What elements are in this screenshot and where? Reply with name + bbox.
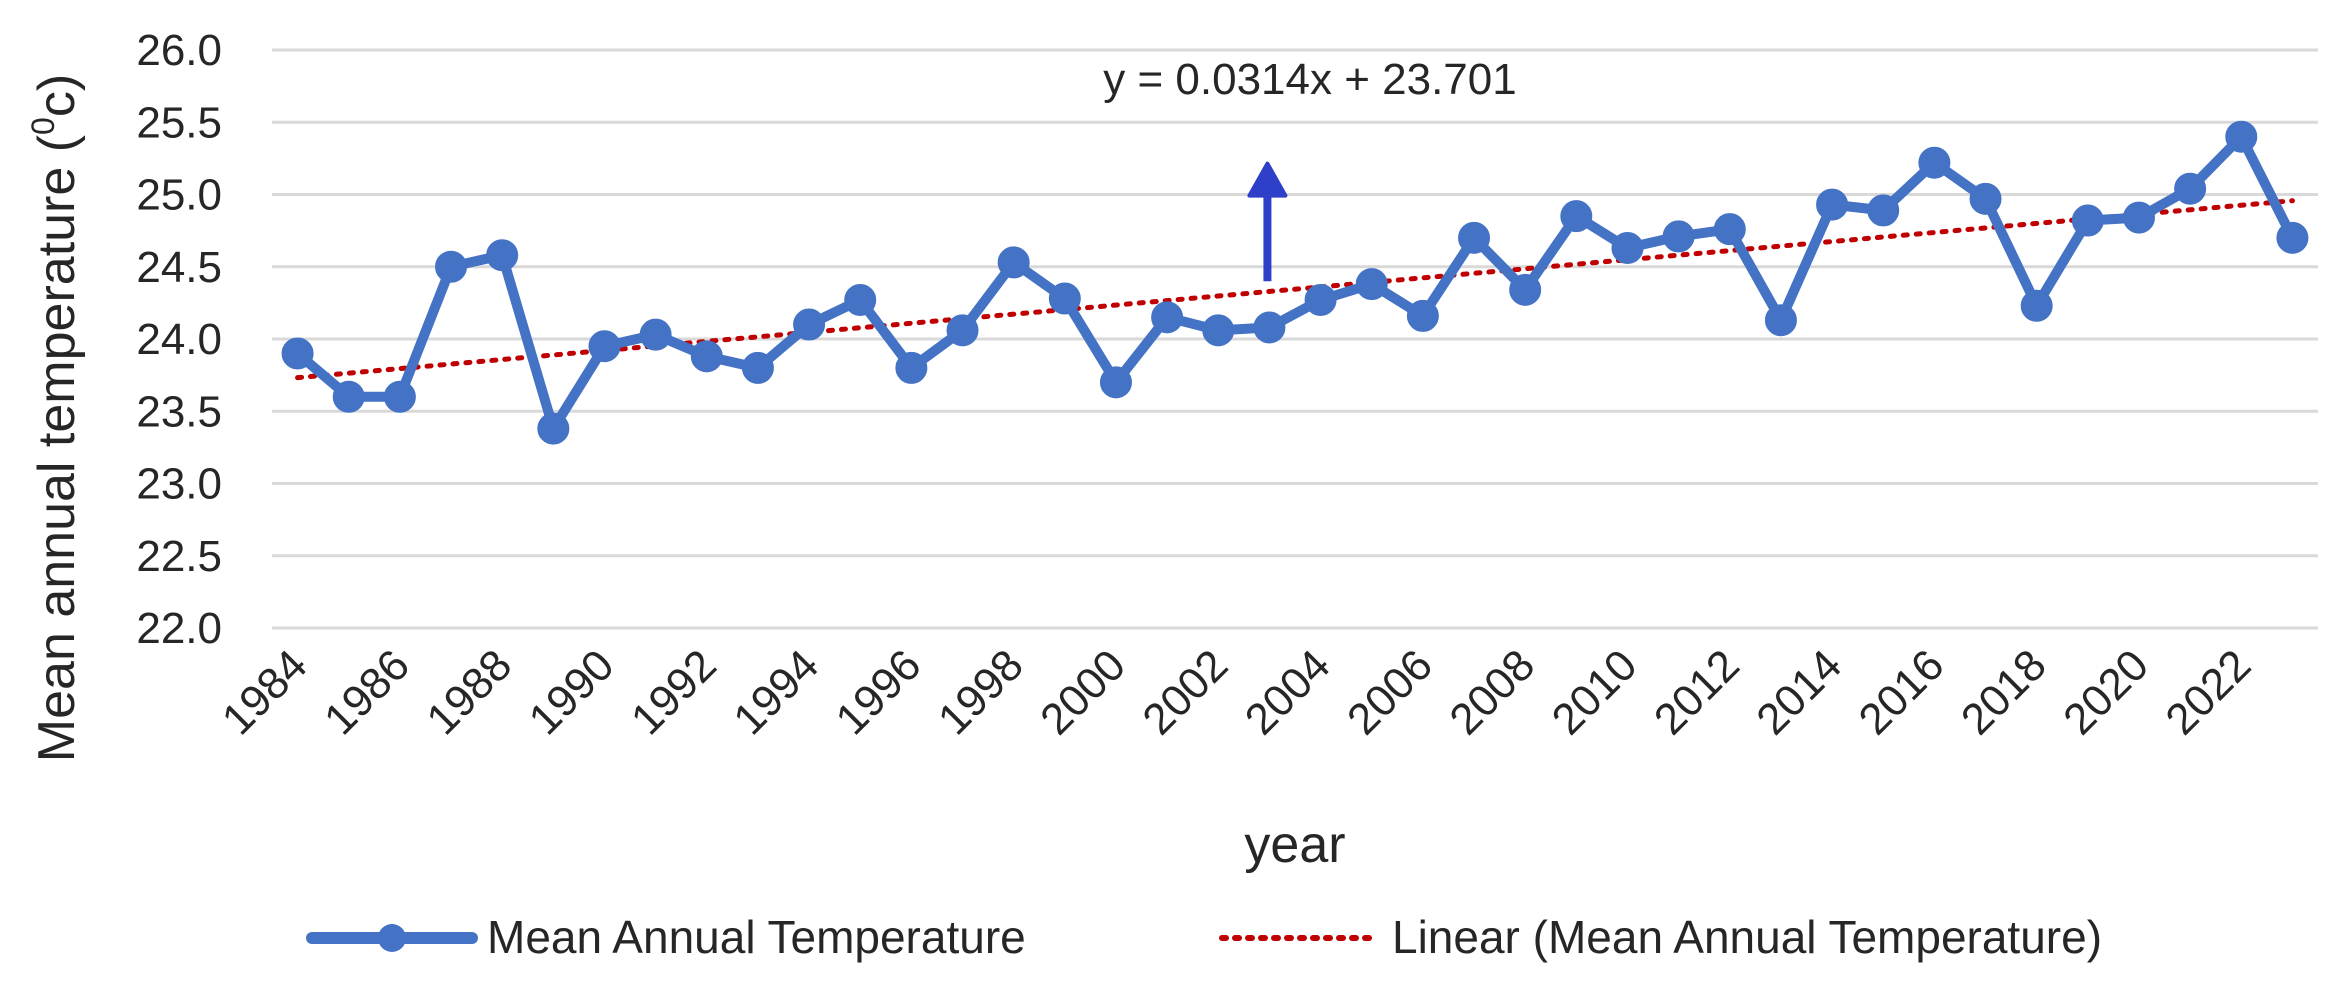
x-tick-label-6: 1996 [827, 640, 931, 744]
data-point-2008 [1509, 273, 1542, 306]
data-point-1997 [946, 314, 979, 347]
trendline-equation: y = 0.0314x + 23.701 [1103, 55, 1516, 104]
y-tick-label-8: 26.0 [136, 26, 222, 75]
x-tick-label-19: 2022 [2156, 640, 2260, 744]
data-point-1993 [741, 351, 774, 384]
annotation-layer: y = 0.0314x + 23.701 [1103, 55, 1517, 282]
trendline-layer [295, 198, 2295, 381]
data-point-2015 [1867, 194, 1900, 227]
y-tick-label-4: 24.0 [136, 315, 222, 364]
data-point-2009 [1560, 200, 1593, 233]
data-point-2004 [1304, 283, 1337, 316]
legend-item-series[interactable]: Mean Annual Temperature [306, 911, 1026, 963]
data-point-2017 [1969, 182, 2002, 215]
legend-series-label: Mean Annual Temperature [487, 911, 1026, 963]
data-point-2003 [1253, 311, 1286, 344]
data-point-2016 [1918, 146, 1951, 179]
data-point-2014 [1816, 188, 1849, 221]
data-point-1988 [486, 239, 519, 272]
data-point-2018 [2020, 289, 2053, 322]
legend-trendline-label: Linear (Mean Annual Temperature) [1392, 911, 2102, 963]
data-point-2020 [2122, 201, 2155, 234]
x-tick-label-18: 2020 [2054, 640, 2158, 744]
data-point-2010 [1611, 231, 1644, 264]
data-point-1996 [895, 351, 928, 384]
data-point-1999 [1048, 282, 1081, 315]
x-tick-label-2: 1988 [417, 640, 521, 744]
data-point-2000 [1099, 366, 1132, 399]
x-tick-label-0: 1984 [213, 640, 317, 744]
trend-arrow-head [1247, 161, 1288, 198]
data-point-2002 [1202, 314, 1235, 347]
data-point-1984 [281, 337, 314, 370]
data-point-1998 [997, 246, 1030, 279]
y-tick-label-6: 25.0 [136, 171, 222, 220]
data-point-1992 [690, 340, 723, 373]
x-tick-label-17: 2018 [1952, 640, 2056, 744]
data-point-2006 [1406, 299, 1439, 332]
legend-item-trendline[interactable]: Linear (Mean Annual Temperature) [1219, 911, 2102, 963]
data-point-1995 [844, 283, 877, 316]
y-axis-label-tail: c) [28, 74, 86, 117]
data-point-1994 [793, 308, 826, 341]
data-point-2012 [1713, 213, 1746, 246]
x-tick-label-11: 2006 [1338, 640, 1442, 744]
x-tick-label-7: 1998 [929, 640, 1033, 744]
y-axis-ticks: 22.0 22.5 23.0 23.5 24.0 24.5 25.0 25.5 26.0 [136, 26, 222, 653]
x-tick-label-1: 1986 [315, 640, 419, 744]
x-tick-label-5: 1994 [724, 640, 828, 744]
data-point-2022 [2225, 120, 2258, 153]
data-point-2023 [2276, 221, 2309, 254]
x-tick-label-4: 1992 [622, 640, 726, 744]
y-axis-label: Mean annual temperature (0c) [25, 74, 86, 762]
data-point-2007 [1458, 221, 1491, 254]
y-axis-label-main: Mean annual temperature ( [28, 134, 86, 762]
y-tick-label-5: 24.5 [136, 243, 222, 292]
x-tick-label-10: 2004 [1236, 640, 1340, 744]
data-point-1986 [383, 380, 416, 413]
data-point-2013 [1764, 304, 1797, 337]
x-tick-label-16: 2016 [1850, 640, 1954, 744]
data-point-1985 [332, 380, 365, 413]
y-tick-label-2: 23.0 [136, 460, 222, 509]
data-point-1987 [435, 250, 468, 283]
series-line-0 [292, 131, 2298, 434]
data-point-2005 [1355, 268, 1388, 301]
x-tick-label-15: 2014 [1747, 640, 1851, 744]
x-axis-label: year [1244, 816, 1345, 874]
y-tick-label-1: 22.5 [136, 532, 222, 581]
x-axis-ticks: 1984198619881990199219941996199820002002… [213, 640, 2261, 744]
x-tick-label-14: 2012 [1645, 640, 1749, 744]
x-tick-label-13: 2010 [1543, 640, 1647, 744]
data-point-2021 [2174, 172, 2207, 205]
data-point-2001 [1151, 301, 1184, 334]
data-point-1991 [639, 318, 672, 351]
legend-series-swatch-marker [378, 924, 406, 952]
y-tick-label-0: 22.0 [136, 604, 222, 653]
legend: Mean Annual Temperature Linear (Mean Ann… [306, 911, 2102, 963]
trendline [295, 198, 2295, 381]
x-tick-label-8: 2000 [1031, 640, 1135, 744]
x-tick-label-12: 2008 [1440, 640, 1544, 744]
data-point-1990 [588, 330, 621, 363]
series-layer [281, 120, 2309, 445]
y-axis-label-sup: 0 [25, 117, 61, 135]
data-point-2011 [1662, 220, 1695, 253]
data-point-1989 [537, 412, 570, 445]
x-tick-label-3: 1990 [520, 640, 624, 744]
x-tick-label-9: 2002 [1133, 640, 1237, 744]
data-point-2019 [2071, 204, 2104, 237]
gridlines [272, 48, 2318, 630]
y-tick-label-3: 23.5 [136, 387, 222, 436]
y-tick-label-7: 25.5 [136, 98, 222, 147]
